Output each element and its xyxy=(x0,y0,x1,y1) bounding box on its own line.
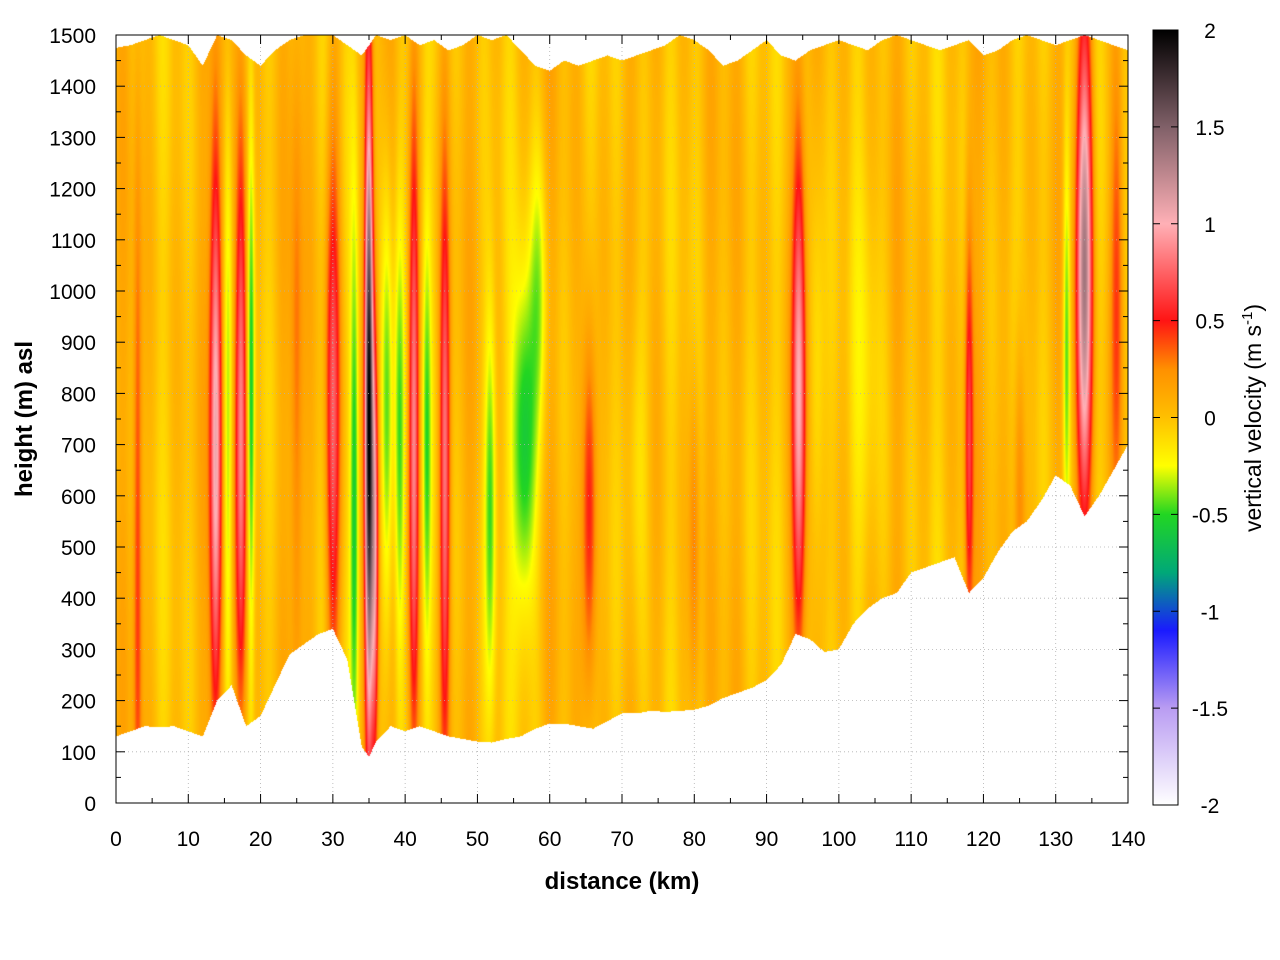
x-tick-label: 10 xyxy=(177,828,200,851)
x-tick-label: 40 xyxy=(393,828,416,851)
plot-area: 0 10 20 30 40 50 60 70 80 90 100 110 120 130 140 0 100 2… xyxy=(49,25,1145,851)
x-tick-label: 0 xyxy=(110,828,122,851)
y-tick-label: 800 xyxy=(61,383,96,406)
y-tick-label: 1100 xyxy=(51,230,96,253)
x-tick-label: 100 xyxy=(821,828,856,851)
colorbar-tick-label: 1.5 xyxy=(1195,117,1224,140)
colorbar-tick-label: -0.5 xyxy=(1192,504,1228,527)
y-tick-label: 0 xyxy=(84,793,96,816)
x-tick-label: 30 xyxy=(321,828,344,851)
y-axis-ticks: 0 100 200 300 400 500 600 700 800 900 1000 1100 1200… xyxy=(49,25,1128,816)
y-tick-label: 200 xyxy=(61,691,96,714)
colorbar-tick-label: -2 xyxy=(1201,795,1220,818)
colorbar-title-end: ) xyxy=(1240,304,1266,312)
x-tick-label: 90 xyxy=(755,828,778,851)
colorbar-tick-label: -1.5 xyxy=(1192,698,1228,721)
grid-lines xyxy=(116,35,1128,803)
colorbar-title-text: vertical velocity (m s xyxy=(1240,325,1266,532)
x-tick-label: 130 xyxy=(1038,828,1073,851)
x-tick-label: 80 xyxy=(683,828,706,851)
x-tick-label: 20 xyxy=(249,828,272,851)
colorbar-tick-label: 0 xyxy=(1204,408,1216,431)
y-tick-label: 300 xyxy=(61,639,96,662)
x-tick-label: 140 xyxy=(1110,828,1145,851)
x-axis-ticks: 0 10 20 30 40 50 60 70 80 90 100 110 120 130 140 xyxy=(110,35,1146,851)
colorbar-tick-label: 1 xyxy=(1204,214,1216,237)
y-tick-label: 500 xyxy=(61,537,96,560)
y-tick-label: 1400 xyxy=(49,76,96,99)
colorbar-title-superscript: -1 xyxy=(1239,312,1256,325)
y-tick-label: 1000 xyxy=(49,281,96,304)
y-tick-label: 400 xyxy=(61,588,96,611)
colorbar-ticks: 2 1.5 1 0.5 0 -0.5 -1 -1.5 -2 xyxy=(1153,20,1228,818)
x-tick-label: 60 xyxy=(538,828,561,851)
x-tick-label: 110 xyxy=(894,828,927,851)
y-tick-label: 600 xyxy=(61,486,96,509)
y-tick-label: 1300 xyxy=(49,127,96,150)
colorbar-tick-label: 0.5 xyxy=(1195,311,1224,334)
y-tick-label: 1500 xyxy=(49,25,96,48)
y-tick-label: 700 xyxy=(61,435,96,458)
y-tick-label: 1200 xyxy=(49,179,96,202)
y-tick-label: 100 xyxy=(61,742,96,765)
colorbar-tick-label: 2 xyxy=(1204,20,1216,43)
y-axis-title: height (m) asl xyxy=(11,341,38,497)
y-tick-label: 900 xyxy=(61,332,96,355)
colorbar: 2 1.5 1 0.5 0 -0.5 -1 -1.5 -2 vertical velocity … xyxy=(1152,20,1266,818)
colorbar-tick-label: -1 xyxy=(1201,601,1220,624)
x-tick-label: 70 xyxy=(610,828,633,851)
x-tick-label: 120 xyxy=(966,828,1001,851)
x-tick-label: 50 xyxy=(466,828,489,851)
x-axis-title: distance (km) xyxy=(545,868,700,895)
colorbar-title: vertical velocity (m s-1) xyxy=(1239,304,1266,532)
